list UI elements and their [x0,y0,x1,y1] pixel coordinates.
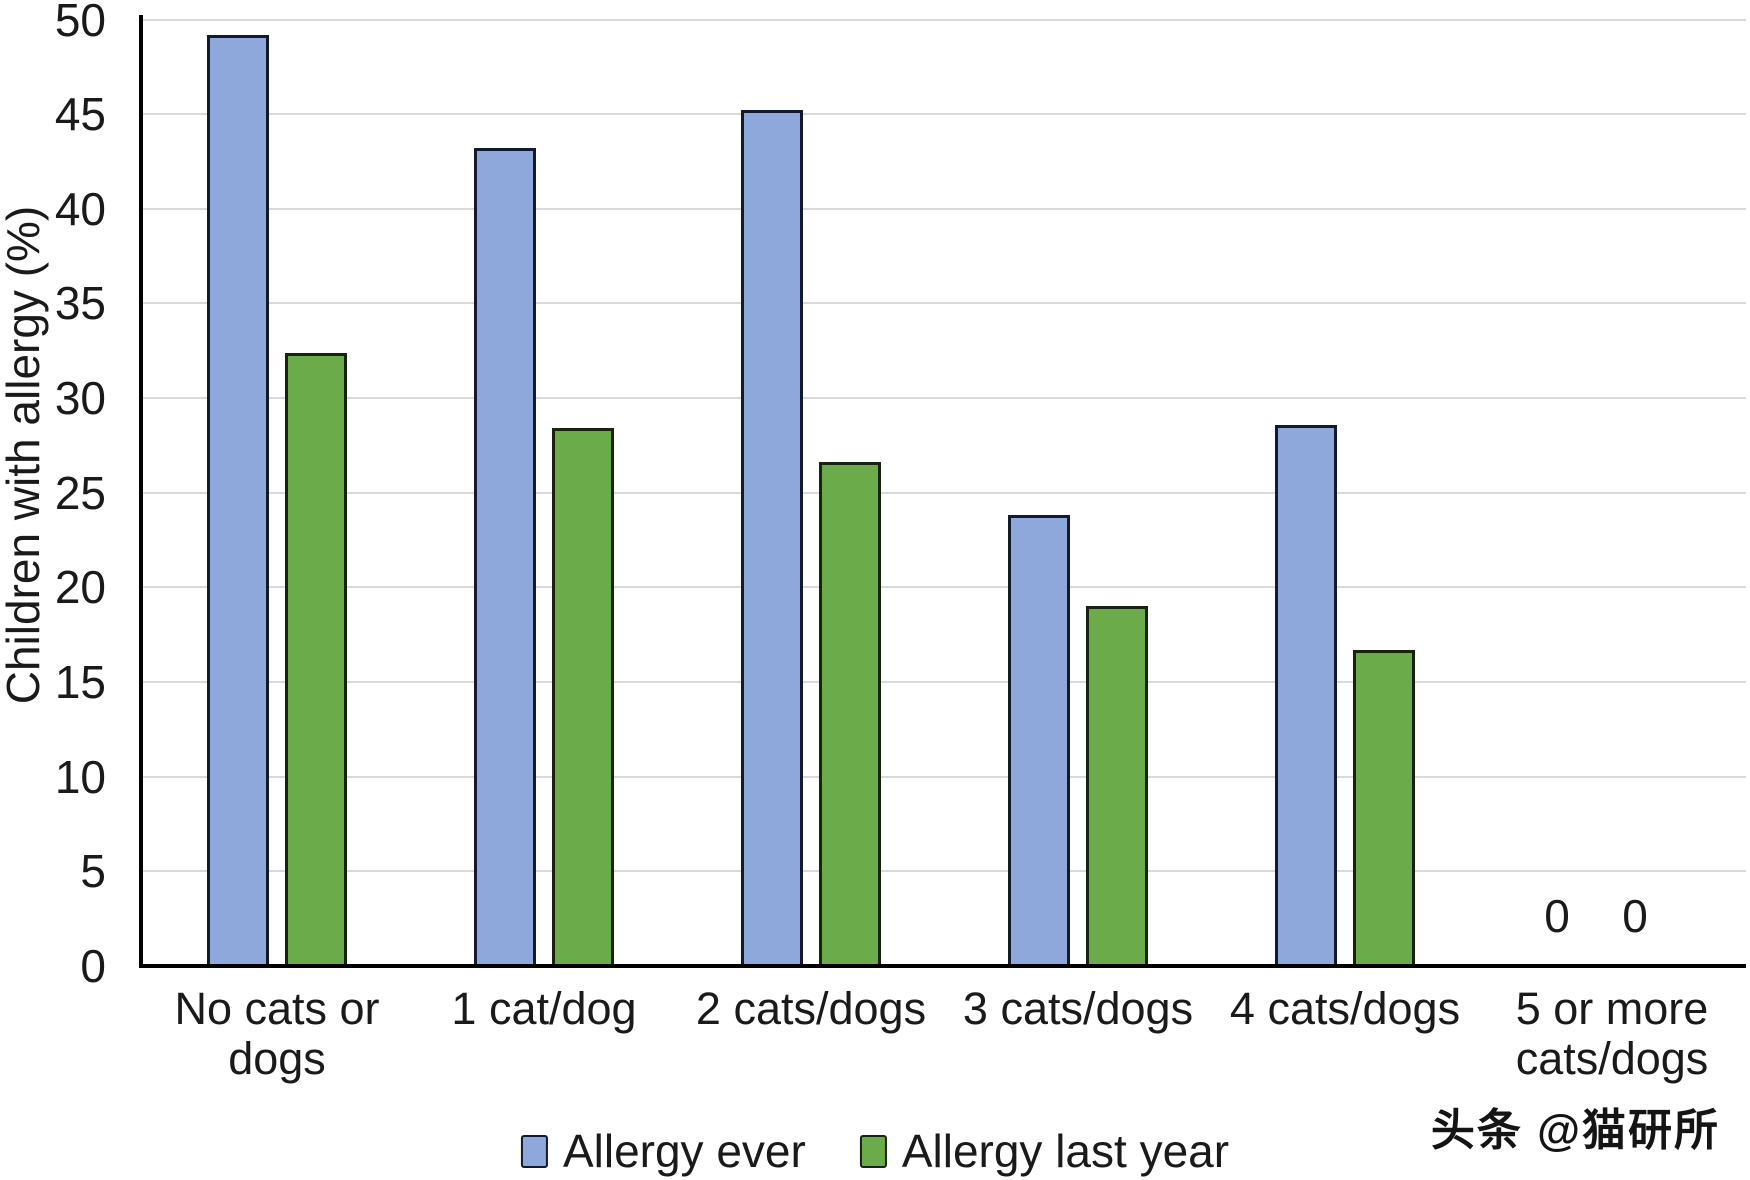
gridline [143,870,1746,872]
bar-allergy-last-year [1086,606,1148,966]
y-axis-tick-label: 0 [80,940,106,992]
y-axis-tick-label: 25 [54,467,106,519]
x-axis-category-label: 5 or more cats/dogs [1515,983,1709,1084]
gridline [143,208,1746,210]
gridline [143,776,1746,778]
y-axis-tick-label: 35 [54,277,106,329]
y-axis-tick-label: 15 [54,656,106,708]
gridline [143,19,1746,21]
x-axis-category-label: 4 cats/dogs [1229,983,1461,1034]
y-axis-tick-label: 45 [54,88,106,140]
gridline [143,113,1746,115]
bar-allergy-ever [1275,425,1337,966]
x-axis-category-label: 1 cat/dog [451,983,637,1034]
gridline [143,586,1746,588]
watermark-text: 头条 @猫研所 [1430,1106,1720,1155]
legend-label: Allergy ever [562,1125,806,1177]
bar-allergy-last-year [285,353,347,966]
bar-allergy-ever [474,148,536,966]
zero-data-label: 0 [1544,890,1570,942]
y-axis-title: Children with allergy (%) [0,205,49,705]
bar-allergy-last-year [819,462,881,966]
bar-allergy-last-year [552,428,614,966]
legend-label: Allergy last year [901,1125,1230,1177]
legend-swatch-allergy-ever [520,1134,548,1168]
bar-allergy-ever [741,110,803,966]
y-axis-tick-label: 20 [54,561,106,613]
legend-item-allergy-last-year: Allergy last year [859,1125,1230,1177]
x-axis-category-label: No cats or dogs [174,983,380,1084]
legend-swatch-allergy-last-year [859,1134,887,1168]
x-axis-line [139,964,1746,968]
bar-allergy-last-year [1353,650,1415,966]
gridline [143,492,1746,494]
y-axis-line [139,15,143,968]
x-axis-category-label: 2 cats/dogs [695,983,927,1034]
legend: Allergy ever Allergy last year [520,1125,1230,1177]
y-axis-tick-label: 5 [80,845,106,897]
gridline [143,397,1746,399]
legend-item-allergy-ever: Allergy ever [520,1125,806,1177]
bar-allergy-ever [207,35,269,966]
y-axis-tick-label: 40 [54,183,106,235]
y-axis-tick-label: 10 [54,751,106,803]
zero-data-label: 0 [1622,890,1648,942]
y-axis-tick-label: 30 [54,372,106,424]
gridline [143,681,1746,683]
bar-allergy-ever [1008,515,1070,966]
gridline [143,302,1746,304]
x-axis-category-label: 3 cats/dogs [962,983,1194,1034]
y-axis-tick-label: 50 [54,0,106,46]
